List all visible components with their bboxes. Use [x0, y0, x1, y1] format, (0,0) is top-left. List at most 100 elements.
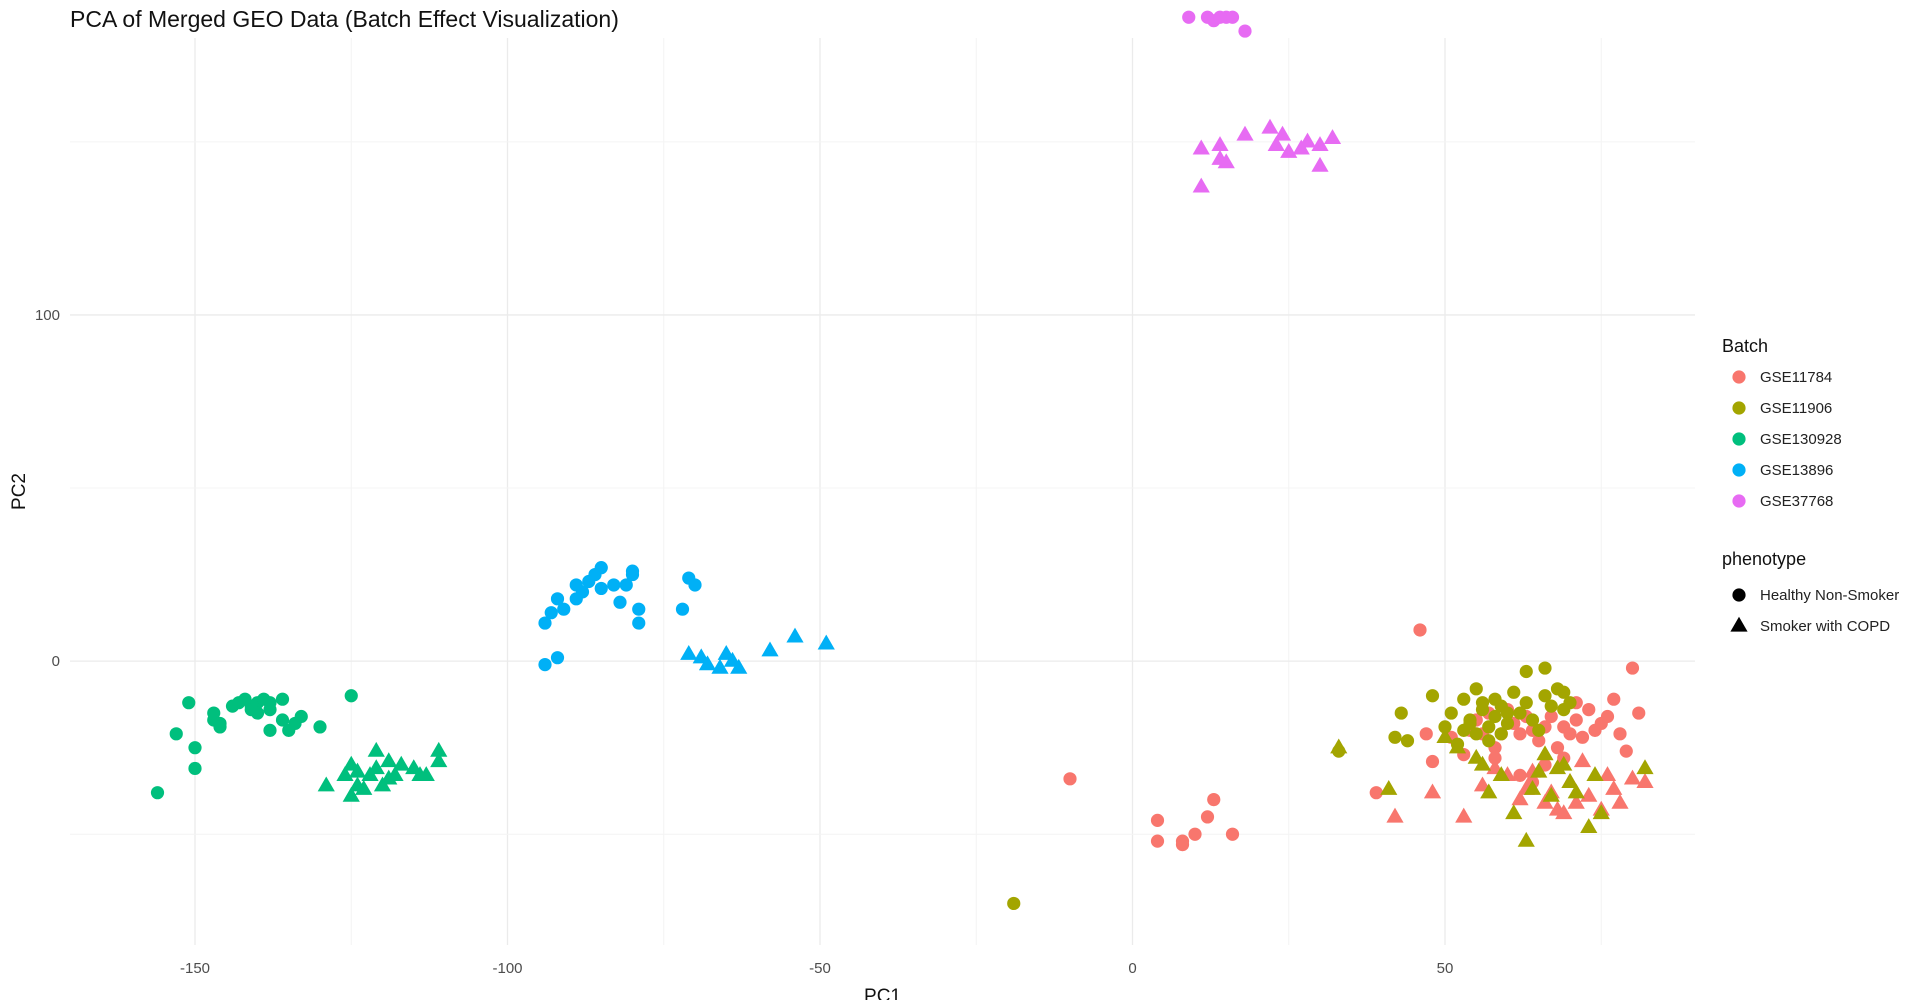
data-point: [1236, 125, 1254, 141]
data-point: [1538, 689, 1552, 703]
data-point: [1419, 727, 1433, 741]
data-point: [1457, 692, 1471, 706]
data-point: [355, 779, 373, 795]
data-point: [1523, 779, 1542, 795]
data-point: [1423, 783, 1442, 799]
x-tick-label: -150: [180, 960, 210, 977]
data-point: [1517, 831, 1535, 847]
x-tick-label: 50: [1437, 960, 1454, 977]
data-point: [632, 616, 646, 630]
data-point: [1500, 716, 1515, 731]
legend-label: GSE11906: [1760, 400, 1832, 417]
data-point: [1192, 177, 1210, 193]
data-point: [1182, 10, 1196, 24]
data-point: [417, 766, 435, 782]
data-point: [1507, 685, 1521, 699]
data-point: [348, 762, 367, 778]
data-point: [557, 602, 571, 616]
data-point: [1632, 706, 1646, 720]
data-point: [430, 752, 448, 768]
data-point: [688, 578, 702, 592]
data-point: [1550, 741, 1565, 755]
data-point: [1007, 896, 1021, 911]
data-point: [342, 786, 360, 802]
legend-key: [1732, 370, 1746, 384]
data-point: [1425, 754, 1440, 769]
data-point: [1511, 790, 1529, 806]
data-point: [1598, 766, 1617, 782]
data-point: [1150, 834, 1165, 848]
data-point: [1480, 783, 1498, 799]
data-point: [294, 709, 308, 724]
data-point: [1323, 129, 1342, 145]
data-point: [344, 689, 358, 703]
data-point: [698, 655, 717, 671]
data-point: [367, 759, 385, 775]
data-point: [213, 720, 227, 734]
data-point: [1311, 136, 1329, 151]
data-point: [1619, 744, 1633, 758]
data-point: [1488, 751, 1502, 765]
data-point: [1386, 807, 1404, 823]
data-point: [1600, 709, 1615, 724]
data-point: [1500, 706, 1515, 720]
data-point: [1625, 661, 1640, 675]
axes-layer: -150 -100 -50 0 50 0 100 PC1 PC2: [9, 307, 1453, 1000]
data-point: [1544, 709, 1558, 724]
y-tick-label: 100: [35, 307, 60, 324]
legend-label: Healthy Non-Smoker: [1760, 587, 1899, 604]
x-axis-title: PC1: [864, 986, 901, 1000]
data-point: [711, 658, 729, 674]
data-point: [1311, 156, 1329, 172]
data-point: [1567, 793, 1585, 809]
legend-key: [1730, 616, 1748, 632]
legend-key: [1732, 401, 1746, 415]
chart-title: PCA of Merged GEO Data (Batch Effect Vis…: [70, 6, 619, 32]
data-point: [1525, 713, 1540, 727]
data-point: [680, 644, 698, 660]
data-point: [1175, 834, 1190, 848]
data-point: [1513, 768, 1527, 782]
data-point: [632, 602, 646, 616]
data-point: [1519, 664, 1533, 679]
data-point: [1225, 827, 1240, 841]
data-point: [1273, 125, 1292, 141]
data-point: [1425, 689, 1440, 703]
y-tick-label: 0: [52, 653, 60, 670]
data-point: [250, 706, 265, 720]
data-point: [1188, 827, 1202, 841]
data-point: [1217, 153, 1235, 169]
data-point: [1555, 755, 1573, 771]
data-point: [1238, 24, 1252, 38]
data-point: [1394, 706, 1408, 720]
data-point: [275, 713, 290, 727]
data-point: [1613, 727, 1627, 741]
data-point: [275, 692, 290, 706]
data-point: [1563, 696, 1577, 710]
data-point: [1544, 699, 1558, 713]
legend-key: [1732, 432, 1746, 446]
data-point: [550, 651, 565, 665]
data-point: [550, 592, 565, 606]
data-point: [1261, 118, 1279, 134]
data-point: [1482, 734, 1496, 748]
data-point: [1482, 720, 1496, 734]
data-point: [1225, 10, 1240, 24]
data-point: [1569, 713, 1583, 727]
data-point: [1211, 136, 1229, 151]
data-point: [1592, 804, 1610, 820]
data-point: [594, 581, 608, 596]
data-point: [1488, 692, 1502, 706]
legend-label: GSE37768: [1760, 493, 1833, 510]
data-point: [1469, 682, 1483, 696]
data-point: [1582, 702, 1596, 717]
legend-title-phenotype: phenotype: [1722, 549, 1806, 569]
data-point: [544, 606, 558, 620]
data-point: [1207, 793, 1221, 807]
legend-title-batch: Batch: [1722, 336, 1768, 356]
data-point: [317, 776, 335, 792]
data-point: [1444, 706, 1458, 720]
data-point: [1192, 139, 1210, 155]
data-point: [675, 602, 690, 616]
